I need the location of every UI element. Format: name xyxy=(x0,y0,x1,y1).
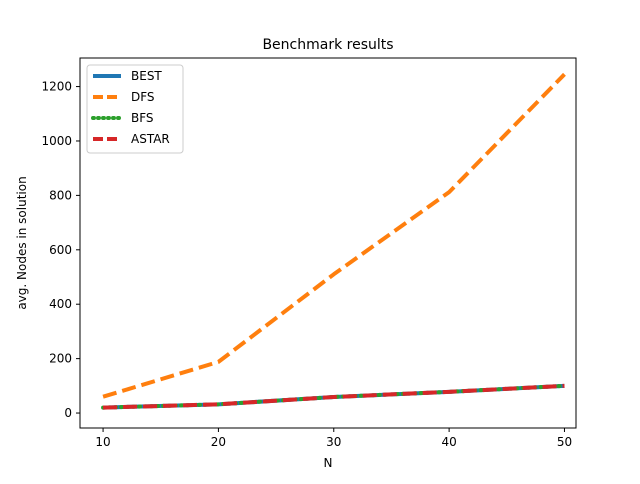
plot-area-frame xyxy=(79,57,577,429)
y-tick-label: 1000 xyxy=(41,134,72,148)
series-line-dfs xyxy=(102,72,566,399)
y-tick-label: 1200 xyxy=(41,80,72,94)
x-axis-ticks: 10 20 30 40 50 xyxy=(95,428,572,449)
y-axis-label: avg. Nodes in solution xyxy=(15,176,29,309)
series-layer xyxy=(101,72,567,410)
legend-label-dfs: DFS xyxy=(131,90,155,104)
legend-items: BEST DFS BFS ASTAR xyxy=(91,69,170,146)
y-tick-label: 0 xyxy=(64,406,72,420)
legend-box xyxy=(86,64,184,154)
y-tick-label: 200 xyxy=(49,352,72,366)
legend-label-bfs: BFS xyxy=(131,111,154,125)
y-tick-label: 400 xyxy=(49,297,72,311)
y-tick-label: 600 xyxy=(49,243,72,257)
x-tick-label: 40 xyxy=(441,435,456,449)
series-line-astar xyxy=(103,383,565,410)
x-tick-label: 20 xyxy=(211,435,226,449)
legend-label-astar: ASTAR xyxy=(131,132,170,146)
y-tick-label: 800 xyxy=(49,188,72,202)
x-tick-label: 10 xyxy=(95,435,110,449)
legend: BEST DFS BFS ASTAR xyxy=(86,64,184,154)
legend-label-best: BEST xyxy=(131,69,162,83)
x-tick-label: 30 xyxy=(326,435,341,449)
x-axis-label: N xyxy=(324,456,333,470)
x-tick-label: 50 xyxy=(557,435,572,449)
chart-title: Benchmark results xyxy=(262,37,393,53)
y-axis-ticks: 0 200 400 600 800 1000 1200 xyxy=(41,80,80,420)
